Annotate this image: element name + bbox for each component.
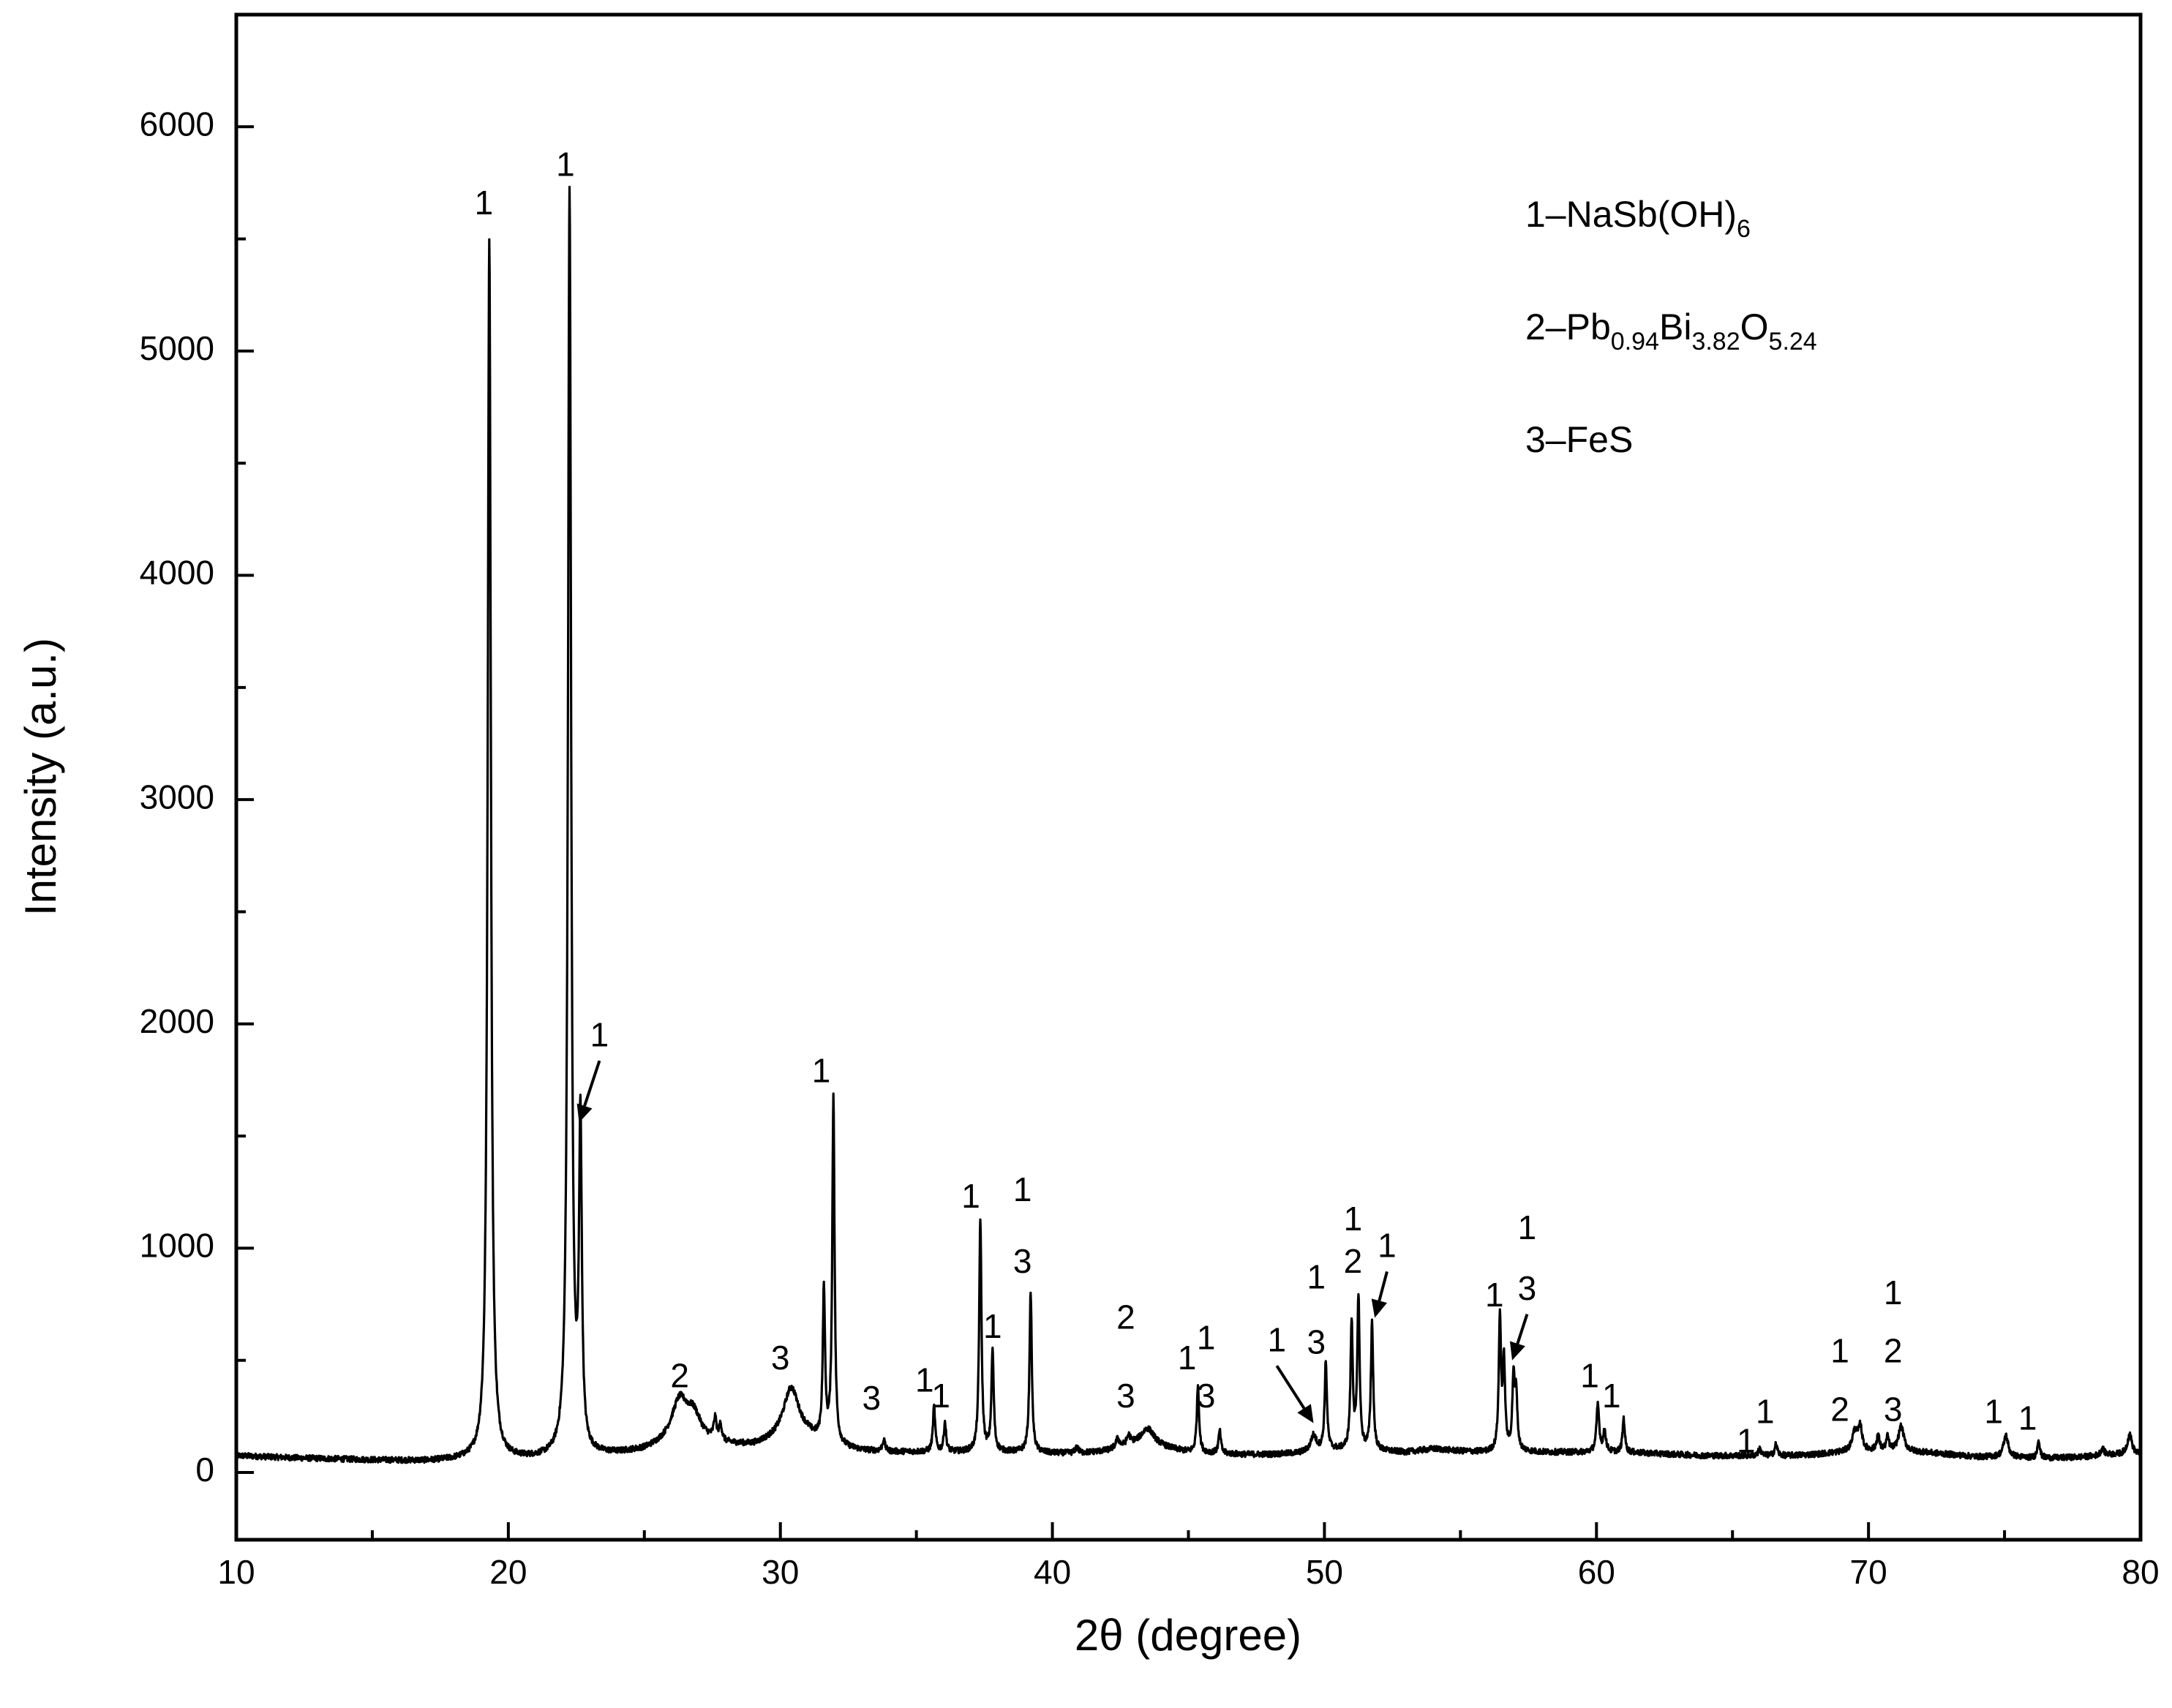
peak-label: 3 bbox=[1307, 1323, 1326, 1361]
legend-entry: 2–Pb0.94Bi3.82O5.24 bbox=[1525, 306, 1817, 355]
series-layer bbox=[235, 185, 2142, 1464]
peak-arrow bbox=[1275, 1365, 1306, 1410]
peak-label: 3 bbox=[1884, 1390, 1903, 1428]
peak-label: 1 bbox=[1178, 1339, 1197, 1377]
peak-label: 1 bbox=[961, 1177, 980, 1215]
legend-entry: 1–NaSb(OH)6 bbox=[1525, 194, 1751, 243]
peak-label: 1 bbox=[1344, 1200, 1363, 1238]
y-tick-label: 2000 bbox=[140, 1002, 214, 1040]
peak-arrow bbox=[583, 1060, 601, 1107]
legend-entry-part: 3–FeS bbox=[1525, 419, 1633, 460]
peak-label: 3 bbox=[862, 1379, 881, 1417]
y-tick-label: 4000 bbox=[140, 554, 214, 592]
legend-entry: 3–FeS bbox=[1525, 419, 1633, 460]
peak-label: 1 bbox=[1756, 1392, 1775, 1430]
legend-entry-part: 2–Pb bbox=[1525, 306, 1611, 347]
legend-entry-part: 6 bbox=[1737, 215, 1751, 243]
y-tick-label: 1000 bbox=[140, 1227, 214, 1265]
x-tick-label: 70 bbox=[1850, 1553, 1887, 1591]
peak-label: 1 bbox=[2018, 1399, 2037, 1437]
x-tick-label: 20 bbox=[489, 1553, 527, 1591]
peak-arrow-head bbox=[576, 1103, 593, 1123]
legend-entry-part: 0.94 bbox=[1611, 328, 1659, 355]
peak-label: 1 bbox=[556, 146, 575, 184]
y-tick-label: 6000 bbox=[140, 105, 214, 143]
peak-label: 2 bbox=[1830, 1390, 1849, 1428]
y-tick-label: 3000 bbox=[140, 778, 214, 816]
xrd-pattern-line bbox=[235, 185, 2142, 1464]
peak-label: 3 bbox=[1116, 1377, 1135, 1415]
x-axis-title: 2θ (degree) bbox=[1075, 1611, 1301, 1660]
peak-label: 1 bbox=[1830, 1332, 1849, 1370]
peak-label: 1 bbox=[812, 1051, 831, 1089]
x-tick-label: 10 bbox=[217, 1553, 255, 1591]
peak-label: 1 bbox=[1884, 1274, 1903, 1312]
peak-label: 1 bbox=[1602, 1377, 1621, 1415]
peak-label: 1 bbox=[1378, 1227, 1397, 1265]
peak-label: 1 bbox=[915, 1361, 934, 1399]
peak-label: 1 bbox=[1268, 1320, 1287, 1358]
peak-label: 2 bbox=[670, 1356, 689, 1394]
peak-label: 2 bbox=[1116, 1298, 1135, 1336]
peak-label: 1 bbox=[1013, 1170, 1032, 1208]
peak-label: 1 bbox=[1580, 1356, 1599, 1394]
peak-label: 1 bbox=[475, 184, 494, 222]
x-tick-label: 30 bbox=[762, 1553, 799, 1591]
peak-arrow-head bbox=[1297, 1404, 1314, 1423]
legend-entry-part: 1–NaSb(OH) bbox=[1525, 194, 1737, 235]
peak-arrow bbox=[1516, 1314, 1529, 1344]
peak-label: 1 bbox=[1197, 1318, 1216, 1356]
peak-label: 2 bbox=[1344, 1242, 1363, 1280]
legend-entry-part: 5.24 bbox=[1769, 328, 1817, 355]
peak-label: 3 bbox=[771, 1339, 790, 1377]
peak-label: 1 bbox=[931, 1377, 950, 1415]
axis-ticks: 10 20 30 40 50 60 70 80 0 1000 2000 3000 4000 5000 600… bbox=[140, 13, 2160, 1591]
peak-arrow bbox=[1378, 1271, 1388, 1301]
y-tick-label: 5000 bbox=[140, 329, 214, 367]
peak-label: 1 bbox=[590, 1015, 609, 1053]
plot-frame bbox=[234, 12, 2143, 1542]
peak-label: 1 bbox=[1737, 1421, 1756, 1459]
y-tick-label: 0 bbox=[195, 1451, 214, 1489]
y-axis-title: Intensity (a.u.) bbox=[16, 638, 65, 916]
x-tick-label: 80 bbox=[2122, 1553, 2159, 1591]
peak-label: 1 bbox=[1518, 1208, 1537, 1246]
x-tick-label: 50 bbox=[1306, 1553, 1343, 1591]
peak-label: 3 bbox=[1197, 1377, 1216, 1415]
x-tick-label: 40 bbox=[1034, 1553, 1071, 1591]
x-tick-label: 60 bbox=[1578, 1553, 1615, 1591]
peak-label: 1 bbox=[1307, 1257, 1326, 1295]
peak-label: 3 bbox=[1518, 1269, 1537, 1307]
peak-arrow-head bbox=[1371, 1298, 1388, 1318]
peak-label: 1 bbox=[1984, 1392, 2003, 1430]
peak-label: 1 bbox=[1485, 1276, 1504, 1314]
peak-arrow-head bbox=[1509, 1341, 1525, 1361]
legend-entry-part: Bi bbox=[1659, 306, 1691, 347]
legend-entry-part: 3.82 bbox=[1691, 328, 1740, 355]
legend: 1–NaSb(OH)6 2–Pb0.94Bi3.82O5.24 3–FeS bbox=[1525, 194, 1817, 460]
legend-entry-part: O bbox=[1740, 306, 1769, 347]
peak-label: 2 bbox=[1884, 1332, 1903, 1370]
peak-label: 1 bbox=[983, 1307, 1002, 1345]
peak-label: 3 bbox=[1013, 1242, 1032, 1280]
